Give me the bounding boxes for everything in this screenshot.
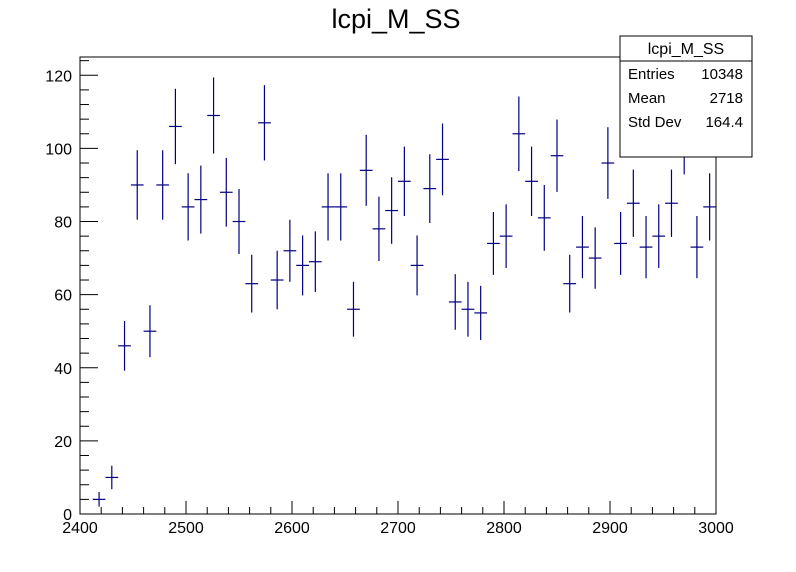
stats-box-title: lcpi_M_SS bbox=[648, 41, 724, 58]
y-tick-label: 100 bbox=[45, 141, 72, 158]
data-point bbox=[576, 216, 589, 279]
data-point bbox=[347, 281, 360, 337]
data-point bbox=[245, 254, 259, 313]
data-point bbox=[703, 173, 716, 241]
x-tick-label: 2800 bbox=[486, 520, 522, 537]
data-point bbox=[283, 219, 297, 282]
x-tick-label: 2600 bbox=[274, 520, 310, 537]
data-point bbox=[499, 204, 513, 268]
stats-value-std-dev: 164.4 bbox=[705, 114, 743, 131]
y-tick-label: 80 bbox=[54, 215, 72, 232]
data-point bbox=[372, 196, 386, 262]
data-point bbox=[461, 281, 475, 337]
y-tick-label: 40 bbox=[54, 361, 72, 378]
data-point bbox=[118, 320, 131, 371]
data-point bbox=[423, 154, 437, 223]
data-point bbox=[588, 227, 602, 289]
data-point bbox=[92, 492, 106, 507]
data-point bbox=[652, 204, 666, 268]
data-point bbox=[181, 173, 195, 241]
stats-label-std-dev: Std Dev bbox=[628, 114, 682, 131]
data-point bbox=[156, 150, 170, 220]
data-point bbox=[359, 134, 373, 206]
data-point bbox=[385, 177, 398, 244]
data-point bbox=[626, 169, 640, 237]
x-tick-labels: 2400 2500 2600 2700 2800 2900 3000 bbox=[62, 520, 734, 537]
data-point bbox=[601, 127, 615, 199]
data-point bbox=[143, 305, 157, 358]
data-point bbox=[207, 77, 220, 154]
chart-title: lcpi_M_SS bbox=[331, 4, 460, 34]
data-point bbox=[665, 169, 678, 237]
x-tick-label: 2900 bbox=[592, 520, 628, 537]
x-tick-label: 3000 bbox=[698, 520, 734, 537]
data-point bbox=[512, 96, 526, 172]
data-point bbox=[105, 465, 119, 490]
stats-label-mean: Mean bbox=[628, 90, 666, 107]
x-tick-label: 2500 bbox=[168, 520, 204, 537]
data-point bbox=[448, 274, 462, 330]
x-tick-label: 2700 bbox=[380, 520, 416, 537]
stats-value-mean: 2718 bbox=[710, 90, 743, 107]
data-point bbox=[321, 173, 335, 241]
y-tick-label: 120 bbox=[45, 68, 72, 85]
data-point bbox=[690, 216, 704, 279]
data-point bbox=[169, 88, 182, 165]
stats-value-entries: 10348 bbox=[701, 66, 743, 83]
data-points bbox=[92, 77, 716, 507]
data-point bbox=[487, 212, 500, 275]
data-point bbox=[232, 188, 246, 255]
data-point bbox=[308, 231, 322, 293]
data-point bbox=[296, 235, 309, 296]
x-tick-label: 2400 bbox=[62, 520, 98, 537]
data-point bbox=[525, 146, 538, 217]
y-tick-labels: 0 20 40 60 80 100 120 bbox=[45, 68, 72, 524]
data-point bbox=[410, 235, 424, 296]
y-tick-label: 0 bbox=[63, 507, 72, 524]
data-point bbox=[639, 216, 653, 279]
data-point bbox=[436, 123, 449, 196]
data-point bbox=[130, 150, 144, 220]
axis-ticks bbox=[79, 60, 717, 515]
data-point bbox=[563, 254, 577, 313]
y-tick-label: 60 bbox=[54, 288, 72, 305]
data-point bbox=[334, 173, 348, 241]
data-point bbox=[258, 85, 271, 161]
data-point bbox=[398, 146, 411, 217]
data-point bbox=[194, 165, 208, 234]
data-point bbox=[614, 212, 627, 275]
stats-label-entries: Entries bbox=[628, 66, 675, 83]
data-point bbox=[270, 250, 284, 310]
stats-box: lcpi_M_SS Entries 10348 Mean 2718 Std De… bbox=[619, 35, 753, 158]
data-point bbox=[474, 285, 488, 340]
data-point bbox=[219, 157, 233, 227]
data-point bbox=[537, 184, 551, 251]
stats-box-border bbox=[619, 35, 753, 158]
data-point bbox=[550, 119, 564, 192]
y-tick-label: 20 bbox=[54, 434, 72, 451]
